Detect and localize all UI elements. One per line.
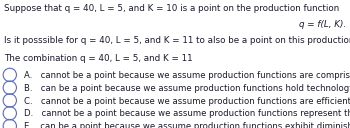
Text: Suppose that q = 40, L = 5, and K = 10 is a point on the production function: Suppose that q = 40, L = 5, and K = 10 i… [4, 4, 340, 13]
Text: A.   cannot be a point because we assume production functions are comprised of f: A. cannot be a point because we assume p… [24, 71, 350, 80]
Text: E.   can be a point because we assume production functions exhibit diminishing r: E. can be a point because we assume prod… [24, 122, 350, 128]
Text: B.   can be a point because we assume production functions hold technology const: B. can be a point because we assume prod… [24, 84, 350, 93]
Text: The combination q = 40, L = 5, and K = 11: The combination q = 40, L = 5, and K = 1… [4, 54, 193, 63]
Text: q = f(L, K).: q = f(L, K). [299, 20, 346, 29]
Text: D.   cannot be a point because we assume production functions represent the shor: D. cannot be a point because we assume p… [24, 109, 350, 118]
Text: C.   cannot be a point because we assume production functions are efficient.: C. cannot be a point because we assume p… [24, 97, 350, 106]
Text: Is it posssible for q = 40, L = 5, and K = 11 to also be a point on this product: Is it posssible for q = 40, L = 5, and K… [4, 36, 350, 45]
